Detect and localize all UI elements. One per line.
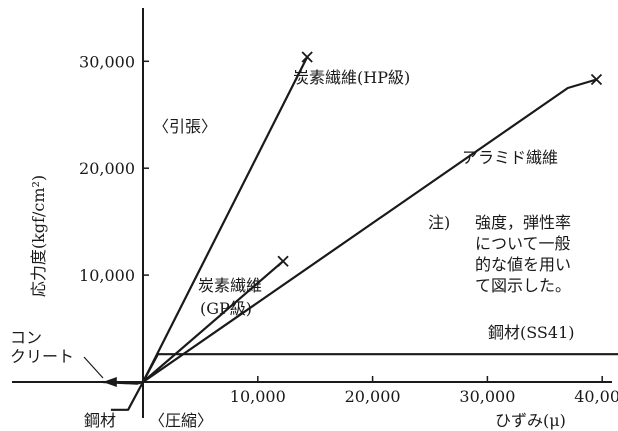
end-marker-aramid: [590, 73, 603, 86]
note-line: 強度，弾性率: [475, 213, 571, 232]
legend-label-steel-ss41: 鋼材(SS41): [488, 323, 575, 342]
series-line-steel-ss41: [142, 353, 618, 383]
x-axis-label: ひずみ(μ): [495, 411, 566, 430]
note-line: て図示した。: [475, 276, 571, 295]
legend-label-carbon-gp-line1: 炭素繊維: [198, 276, 262, 295]
legend-label-concrete-line1: コン: [10, 328, 42, 347]
concrete-leader-line: [83, 356, 104, 379]
x-tick-label: 10,000: [230, 387, 286, 406]
y-tick-label: 20,000: [79, 159, 135, 178]
end-marker-carbon-gp: [277, 255, 289, 267]
legend-label-carbon-gp-line2: (GP級): [200, 299, 252, 318]
x-tick-label: 40,000: [574, 387, 618, 406]
legend-label-concrete-line2: クリート: [10, 347, 74, 366]
series-line-carbon-hp: [142, 56, 309, 383]
note-line: について一般: [475, 234, 571, 253]
series-line-steel: [110, 381, 144, 411]
series-lines: [83, 51, 618, 411]
x-tick-label: 30,000: [459, 387, 515, 406]
y-tick-label: 30,000: [79, 52, 135, 71]
note-mark: 注): [428, 213, 450, 232]
legend-label-steel: 鋼材: [84, 411, 116, 430]
y-tick-label: 10,000: [79, 266, 135, 285]
compression-region-label: 〈圧縮〉: [149, 411, 213, 430]
series-line-carbon-gp: [142, 260, 284, 383]
x-tick-label: 20,000: [345, 387, 401, 406]
legend-label-carbon-hp: 炭素繊維(HP級): [293, 68, 410, 87]
note-line: 的な値を用い: [475, 255, 571, 274]
y-axis-label: 応力度(kgf/cm²): [29, 175, 48, 297]
tension-region-label: 〈引張〉: [153, 117, 217, 136]
ticks: 10,000 20,000 30,000 40,000 10,000 20,000 30,0…: [79, 52, 618, 406]
series-line-aramid: [142, 78, 597, 383]
end-marker-carbon-hp: [301, 51, 313, 63]
end-marker-concrete: [102, 377, 117, 387]
legend-label-aramid: アラミド繊維: [462, 148, 558, 167]
